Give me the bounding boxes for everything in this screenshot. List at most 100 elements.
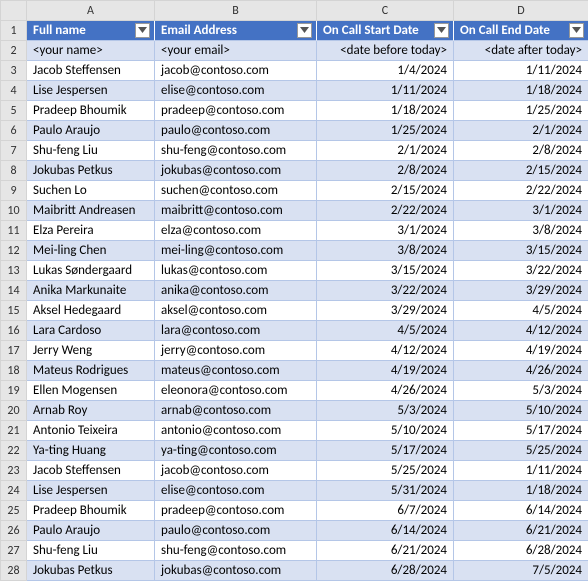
cell-start-date[interactable]: 2/15/2024 (317, 181, 454, 201)
cell-email[interactable]: maibritt@contoso.com (155, 201, 317, 221)
row-head-10[interactable]: 10 (1, 201, 27, 221)
column-head-C[interactable]: C (317, 1, 454, 21)
row-head-17[interactable]: 17 (1, 341, 27, 361)
row-head-8[interactable]: 8 (1, 161, 27, 181)
cell-email[interactable]: elise@contoso.com (155, 81, 317, 101)
cell-end-date[interactable]: 4/26/2024 (454, 361, 588, 381)
cell-email[interactable]: jerry@contoso.com (155, 341, 317, 361)
cell-email[interactable]: mateus@contoso.com (155, 361, 317, 381)
cell-end-date[interactable]: 3/22/2024 (454, 261, 588, 281)
cell-email[interactable]: shu-feng@contoso.com (155, 141, 317, 161)
cell-end-date[interactable]: 5/10/2024 (454, 401, 588, 421)
cell-name[interactable]: Shu-feng Liu (27, 141, 155, 161)
row-head-7[interactable]: 7 (1, 141, 27, 161)
cell-name[interactable]: Jacob Steffensen (27, 61, 155, 81)
cell-name[interactable]: Jacob Steffensen (27, 461, 155, 481)
cell-end-date[interactable]: 3/1/2024 (454, 201, 588, 221)
cell-end-date[interactable]: 1/18/2024 (454, 81, 588, 101)
cell-start-date[interactable]: 4/19/2024 (317, 361, 454, 381)
row-head-26[interactable]: 26 (1, 521, 27, 541)
cell-start-date[interactable]: 4/12/2024 (317, 341, 454, 361)
cell-name[interactable]: Jokubas Petkus (27, 561, 155, 581)
cell-email[interactable]: antonio@contoso.com (155, 421, 317, 441)
cell-email[interactable]: lara@contoso.com (155, 321, 317, 341)
row-head-4[interactable]: 4 (1, 81, 27, 101)
cell-end-date[interactable]: 5/3/2024 (454, 381, 588, 401)
cell-name[interactable]: Ya-ting Huang (27, 441, 155, 461)
cell-email[interactable]: pradeep@contoso.com (155, 101, 317, 121)
cell-start-date[interactable]: 5/10/2024 (317, 421, 454, 441)
table-header-0[interactable]: Full name (27, 21, 155, 41)
cell-end-date[interactable]: 4/12/2024 (454, 321, 588, 341)
cell-email[interactable]: shu-feng@contoso.com (155, 541, 317, 561)
row-head-2[interactable]: 2 (1, 41, 27, 61)
row-head-27[interactable]: 27 (1, 541, 27, 561)
row-head-3[interactable]: 3 (1, 61, 27, 81)
filter-dropdown-icon[interactable] (297, 23, 312, 38)
row-head-16[interactable]: 16 (1, 321, 27, 341)
cell-name[interactable]: Jokubas Petkus (27, 161, 155, 181)
cell-start-date[interactable]: 5/31/2024 (317, 481, 454, 501)
cell-start-date[interactable]: 1/4/2024 (317, 61, 454, 81)
cell-email[interactable]: arnab@contoso.com (155, 401, 317, 421)
row-head-21[interactable]: 21 (1, 421, 27, 441)
cell-email[interactable]: ya-ting@contoso.com (155, 441, 317, 461)
table-header-2[interactable]: On Call Start Date (317, 21, 454, 41)
cell-end-date[interactable]: 3/29/2024 (454, 281, 588, 301)
cell-end-date[interactable]: 6/21/2024 (454, 521, 588, 541)
cell-name[interactable]: Mei-ling Chen (27, 241, 155, 261)
column-head-B[interactable]: B (155, 1, 317, 21)
cell-start-date[interactable]: 4/26/2024 (317, 381, 454, 401)
cell-end-date[interactable]: 2/1/2024 (454, 121, 588, 141)
cell-start-date[interactable]: 2/1/2024 (317, 141, 454, 161)
cell-email[interactable]: pradeep@contoso.com (155, 501, 317, 521)
cell-start-date[interactable]: 5/3/2024 (317, 401, 454, 421)
row-head-23[interactable]: 23 (1, 461, 27, 481)
cell-email[interactable]: elza@contoso.com (155, 221, 317, 241)
row-head-1[interactable]: 1 (1, 21, 27, 41)
cell-end-date[interactable]: 1/25/2024 (454, 101, 588, 121)
cell-name[interactable]: Lise Jespersen (27, 81, 155, 101)
cell-name[interactable]: Pradeep Bhoumik (27, 101, 155, 121)
cell-end-date[interactable]: 6/14/2024 (454, 501, 588, 521)
cell-name[interactable]: <your name> (27, 41, 155, 61)
cell-end-date[interactable]: 1/11/2024 (454, 61, 588, 81)
cell-end-date[interactable]: 3/15/2024 (454, 241, 588, 261)
cell-end-date[interactable]: 4/19/2024 (454, 341, 588, 361)
cell-email[interactable]: suchen@contoso.com (155, 181, 317, 201)
row-head-5[interactable]: 5 (1, 101, 27, 121)
cell-name[interactable]: Paulo Araujo (27, 121, 155, 141)
cell-end-date[interactable]: 3/8/2024 (454, 221, 588, 241)
cell-email[interactable]: <your email> (155, 41, 317, 61)
cell-email[interactable]: elise@contoso.com (155, 481, 317, 501)
cell-email[interactable]: anika@contoso.com (155, 281, 317, 301)
row-head-28[interactable]: 28 (1, 561, 27, 581)
cell-start-date[interactable]: 6/21/2024 (317, 541, 454, 561)
cell-end-date[interactable]: 2/8/2024 (454, 141, 588, 161)
cell-start-date[interactable]: 3/29/2024 (317, 301, 454, 321)
cell-name[interactable]: Ellen Mogensen (27, 381, 155, 401)
cell-end-date[interactable]: 7/5/2024 (454, 561, 588, 581)
cell-name[interactable]: Suchen Lo (27, 181, 155, 201)
select-all-corner[interactable] (1, 1, 27, 21)
filter-dropdown-icon[interactable] (569, 23, 584, 38)
cell-end-date[interactable]: 1/18/2024 (454, 481, 588, 501)
cell-end-date[interactable]: 2/22/2024 (454, 181, 588, 201)
cell-end-date[interactable]: 5/25/2024 (454, 441, 588, 461)
row-head-9[interactable]: 9 (1, 181, 27, 201)
cell-name[interactable]: Jerry Weng (27, 341, 155, 361)
cell-end-date[interactable]: <date after today> (454, 41, 588, 61)
cell-start-date[interactable]: 1/25/2024 (317, 121, 454, 141)
cell-start-date[interactable]: 5/17/2024 (317, 441, 454, 461)
row-head-13[interactable]: 13 (1, 261, 27, 281)
spreadsheet-table[interactable]: ABCD1Full nameEmail AddressOn Call Start… (0, 0, 588, 581)
cell-end-date[interactable]: 6/28/2024 (454, 541, 588, 561)
cell-email[interactable]: paulo@contoso.com (155, 521, 317, 541)
row-head-18[interactable]: 18 (1, 361, 27, 381)
cell-name[interactable]: Mateus Rodrigues (27, 361, 155, 381)
cell-end-date[interactable]: 4/5/2024 (454, 301, 588, 321)
filter-dropdown-icon[interactable] (434, 23, 449, 38)
cell-name[interactable]: Elza Pereira (27, 221, 155, 241)
row-head-24[interactable]: 24 (1, 481, 27, 501)
cell-email[interactable]: jokubas@contoso.com (155, 161, 317, 181)
